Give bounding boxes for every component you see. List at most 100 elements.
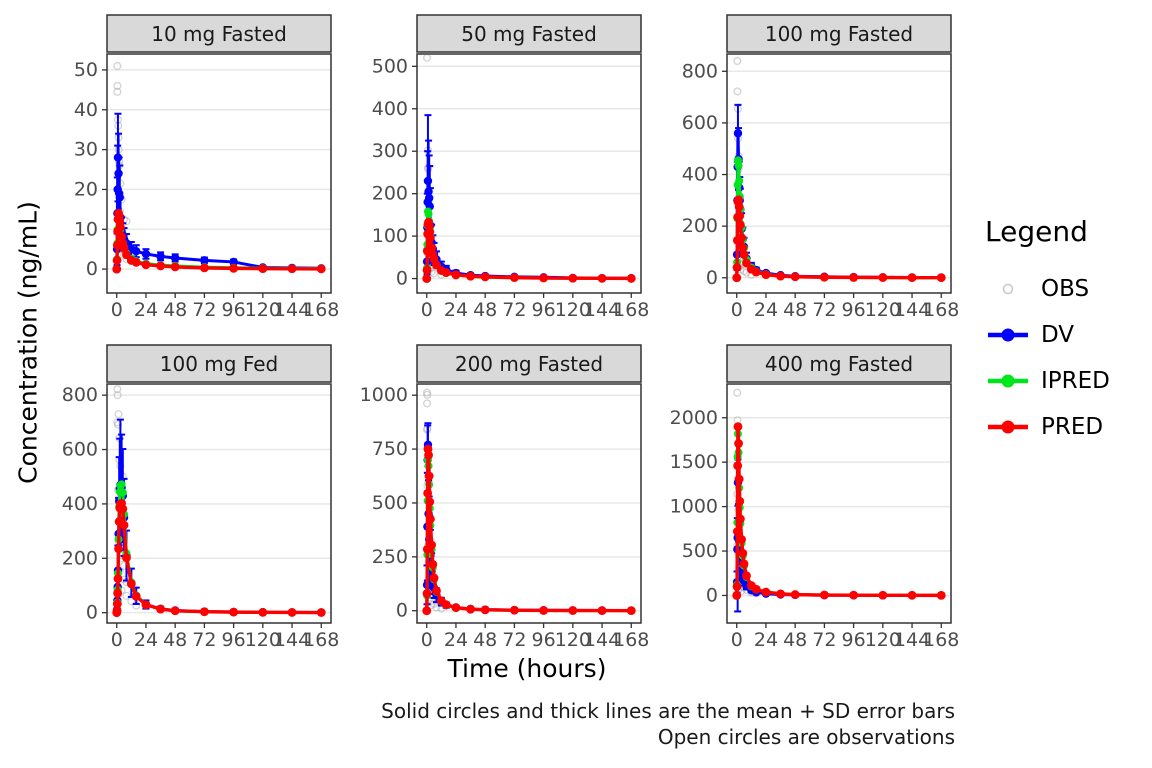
x-tick-label: 96 xyxy=(842,299,866,321)
pred-point xyxy=(819,272,829,282)
obs-point xyxy=(113,87,122,96)
y-tick-label: 750 xyxy=(372,438,408,460)
pred-point xyxy=(258,264,268,274)
data-layer xyxy=(422,55,636,283)
legend-label-obs: OBS xyxy=(1041,276,1090,302)
dv-point xyxy=(424,187,433,196)
facet-50-mg-fasted: 50 mg Fasted 0 100 200 300 400 500 0 24 48 72 96 120… xyxy=(331,14,649,321)
x-tick-label: 120 xyxy=(555,629,591,651)
y-tick-label: 500 xyxy=(682,540,718,562)
pred-point xyxy=(878,590,888,600)
x-tick-label: 96 xyxy=(532,299,556,321)
pred-point xyxy=(732,263,742,272)
facet-grid: 10 mg Fasted 0 10 20 30 40 50 0 24 48 72 96 120 144 16… xyxy=(21,14,959,651)
pred-point xyxy=(732,527,742,536)
data-layer xyxy=(422,388,636,616)
legend-label-dv: DV xyxy=(1041,322,1075,348)
pred-point xyxy=(427,540,437,550)
x-tick-label: 24 xyxy=(134,299,158,321)
y-tick-label: 400 xyxy=(62,493,98,515)
pred-point xyxy=(156,604,165,614)
dv-point xyxy=(156,252,165,261)
x-tick-label: 72 xyxy=(192,299,216,321)
pred-point xyxy=(432,586,441,596)
pred-point xyxy=(539,606,549,615)
data-layer xyxy=(732,388,946,613)
x-tick-label: 0 xyxy=(111,629,123,651)
legend-label-pred: PRED xyxy=(1041,414,1104,440)
pred-point xyxy=(112,255,122,265)
caption-line-1: Solid circles and thick lines are the me… xyxy=(381,699,955,723)
facet-strip xyxy=(106,14,332,53)
pred-point xyxy=(734,474,744,484)
y-tick-label: 1000 xyxy=(360,384,408,406)
pred-point xyxy=(878,273,888,282)
pred-point xyxy=(790,272,800,282)
data-layer xyxy=(112,61,326,274)
pred-point xyxy=(122,553,131,563)
pred-point xyxy=(480,605,490,615)
pred-point xyxy=(907,590,917,600)
legend-entry-obs: OBS xyxy=(985,266,1152,312)
panel-border xyxy=(726,53,952,294)
x-tick-label: 48 xyxy=(473,629,497,651)
y-tick-label: 0 xyxy=(706,267,718,289)
pred-point xyxy=(732,582,742,591)
pred-point xyxy=(422,265,432,275)
x-tick-label: 144 xyxy=(274,629,310,651)
pred-point xyxy=(112,264,122,274)
x-tick-label: 24 xyxy=(134,629,158,651)
y-tick-label: 400 xyxy=(682,164,718,186)
pred-point xyxy=(739,559,749,569)
facet-chart: 10 mg Fasted 0 10 20 30 40 50 0 24 48 72 9612014416… xyxy=(74,14,339,321)
pred-point xyxy=(480,272,490,282)
y-tick-label: 250 xyxy=(372,546,408,568)
facet-title: 100 mg Fed xyxy=(160,352,278,376)
pred-point xyxy=(509,605,519,615)
pred-point xyxy=(733,422,743,432)
pred-point xyxy=(597,273,607,283)
data-layer xyxy=(732,56,946,283)
pred-point xyxy=(819,590,829,600)
pred-point xyxy=(229,263,239,273)
pred-point xyxy=(568,273,578,283)
pred-point xyxy=(732,273,742,283)
pred-point xyxy=(735,220,745,230)
obs-point xyxy=(429,599,439,608)
y-tick-label: 20 xyxy=(74,178,98,200)
x-tick-label: 48 xyxy=(163,299,187,321)
facet-200-mg-fasted: 200 mg Fasted 0 250 500 750 1000 0 24 48 72 96 120 1… xyxy=(331,344,649,651)
facet-400-mg-fasted: 400 mg Fasted 0 500 1000 1500 2000 0 24 48 72 96 12… xyxy=(641,344,959,651)
pred-point xyxy=(119,520,129,530)
x-tick-label: 120 xyxy=(245,629,281,651)
pred-point xyxy=(733,461,743,471)
y-tick-label: 1500 xyxy=(670,451,718,473)
facet-title: 400 mg Fasted xyxy=(765,352,913,376)
legend-label-ipred: IPRED xyxy=(1041,368,1110,394)
x-tick-label: 96 xyxy=(532,629,556,651)
panel-border xyxy=(106,383,332,624)
x-tick-label: 168 xyxy=(303,299,339,321)
x-tick-label: 72 xyxy=(812,299,836,321)
y-tick-label: 200 xyxy=(62,547,98,569)
pred-point xyxy=(761,587,771,597)
y-tick-label: 400 xyxy=(372,98,408,120)
dv-point xyxy=(200,256,209,265)
pred-point xyxy=(287,608,297,617)
y-tick-label: 0 xyxy=(706,584,718,606)
x-tick-label: 48 xyxy=(163,629,187,651)
panel-background xyxy=(727,54,951,293)
pred-point xyxy=(732,591,742,600)
y-tick-label: 30 xyxy=(74,139,98,161)
pred-point xyxy=(199,607,209,617)
facet-100-mg-fed: 100 mg Fed 0 200 400 600 800 0 24 48 72 96 120 144 16… xyxy=(21,344,339,651)
y-tick-label: 200 xyxy=(682,215,718,237)
caption-line-2: Open circles are observations xyxy=(657,725,955,749)
dv-point xyxy=(733,129,743,138)
x-tick-label: 72 xyxy=(502,629,526,651)
obs-point xyxy=(113,385,122,394)
pred-point xyxy=(451,603,461,613)
obs-point xyxy=(113,61,122,70)
dv-point xyxy=(113,153,123,162)
